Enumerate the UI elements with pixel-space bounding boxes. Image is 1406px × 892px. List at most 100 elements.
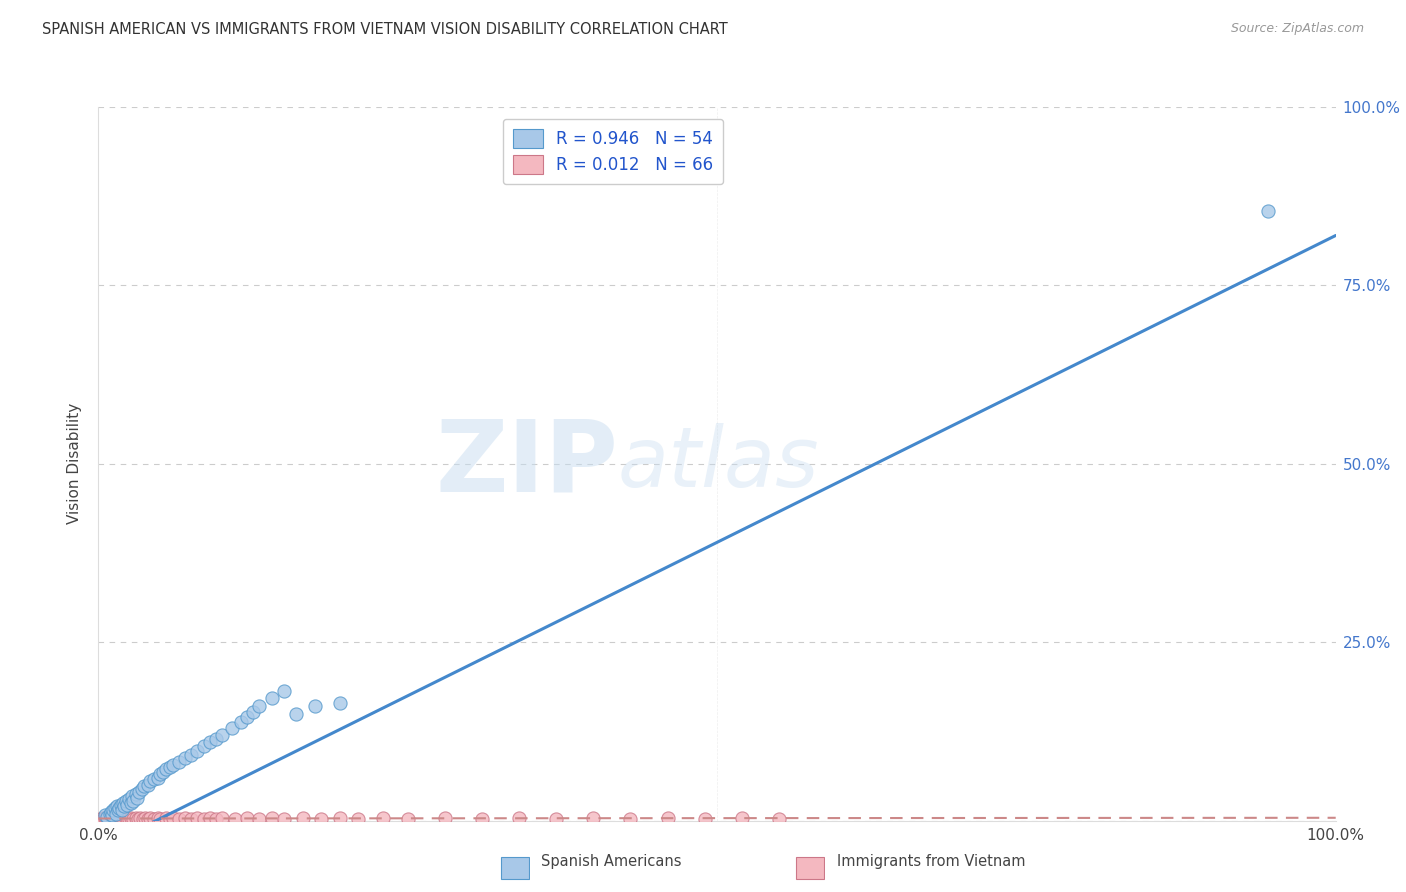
- Point: [101, 808, 124, 822]
- Point: [167, 812, 190, 826]
- Text: ZIP: ZIP: [436, 416, 619, 512]
- Point: [329, 812, 352, 826]
- Point: [159, 760, 181, 774]
- Point: [128, 785, 150, 799]
- Point: [193, 812, 215, 826]
- Point: [180, 747, 202, 762]
- Point: [347, 812, 370, 826]
- Point: [105, 811, 128, 825]
- Point: [127, 812, 149, 826]
- Point: [97, 812, 120, 826]
- Point: [132, 812, 155, 826]
- Point: [260, 690, 283, 705]
- Point: [768, 812, 790, 826]
- Point: [180, 812, 202, 826]
- Point: [174, 751, 197, 765]
- Point: [129, 812, 152, 826]
- Point: [90, 812, 112, 826]
- Point: [198, 735, 221, 749]
- Point: [146, 812, 169, 826]
- Point: [143, 812, 166, 826]
- Point: [107, 812, 129, 826]
- Point: [162, 812, 184, 826]
- Point: [100, 805, 122, 819]
- Point: [103, 812, 125, 826]
- Text: Source: ZipAtlas.com: Source: ZipAtlas.com: [1230, 22, 1364, 36]
- Point: [112, 796, 135, 810]
- Point: [131, 781, 153, 796]
- Point: [247, 699, 270, 714]
- Point: [134, 812, 156, 826]
- Point: [125, 790, 148, 805]
- Point: [124, 812, 146, 826]
- Point: [273, 812, 295, 826]
- Point: [582, 812, 605, 826]
- Point: [94, 811, 117, 825]
- Point: [124, 787, 146, 801]
- Point: [657, 812, 679, 826]
- Bar: [796, 857, 824, 879]
- Point: [304, 699, 326, 714]
- Point: [159, 812, 181, 826]
- Point: [205, 812, 228, 826]
- Point: [1257, 203, 1279, 218]
- Point: [120, 796, 142, 810]
- Point: [121, 789, 143, 803]
- Point: [229, 715, 252, 730]
- Point: [619, 812, 641, 826]
- Point: [242, 705, 264, 719]
- Point: [91, 812, 114, 826]
- Point: [112, 812, 135, 826]
- Point: [285, 706, 308, 721]
- Point: [107, 803, 129, 817]
- Point: [110, 812, 132, 826]
- Point: [115, 797, 138, 812]
- Point: [329, 696, 352, 710]
- Point: [205, 731, 228, 746]
- Point: [546, 812, 568, 826]
- Point: [134, 780, 156, 794]
- Point: [114, 794, 136, 808]
- Point: [433, 812, 456, 826]
- Point: [108, 801, 131, 815]
- Text: atlas: atlas: [619, 424, 820, 504]
- Point: [120, 812, 142, 826]
- Point: [139, 774, 162, 789]
- Point: [149, 812, 172, 826]
- Point: [139, 812, 162, 826]
- Point: [110, 797, 132, 812]
- Point: [112, 799, 135, 814]
- Point: [122, 812, 145, 826]
- Point: [104, 812, 127, 826]
- Point: [371, 812, 394, 826]
- Point: [136, 778, 159, 792]
- Point: [103, 803, 125, 817]
- Point: [122, 794, 145, 808]
- Point: [155, 762, 177, 776]
- Point: [162, 758, 184, 772]
- Point: [114, 812, 136, 826]
- Point: [104, 806, 127, 821]
- Point: [260, 812, 283, 826]
- Point: [98, 812, 121, 826]
- Point: [174, 812, 197, 826]
- Point: [101, 812, 124, 826]
- Point: [136, 812, 159, 826]
- Point: [96, 812, 118, 826]
- Point: [211, 728, 233, 742]
- Legend: R = 0.946   N = 54, R = 0.012   N = 66: R = 0.946 N = 54, R = 0.012 N = 66: [503, 119, 723, 184]
- Point: [186, 744, 208, 758]
- Y-axis label: Vision Disability: Vision Disability: [67, 403, 83, 524]
- Point: [152, 765, 174, 780]
- Point: [186, 812, 208, 826]
- Point: [96, 810, 118, 824]
- Point: [693, 812, 716, 826]
- Point: [93, 812, 115, 826]
- Point: [143, 772, 166, 787]
- Point: [193, 739, 215, 753]
- Point: [93, 812, 115, 826]
- Point: [396, 812, 419, 826]
- Point: [291, 812, 314, 826]
- Point: [111, 803, 134, 817]
- Point: [236, 710, 259, 724]
